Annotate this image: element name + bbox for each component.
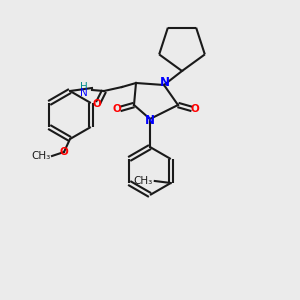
Text: H: H: [80, 82, 88, 92]
Text: N: N: [80, 88, 88, 98]
Text: CH₃: CH₃: [32, 151, 51, 161]
Text: N: N: [145, 115, 155, 128]
Text: O: O: [60, 147, 68, 157]
Text: O: O: [93, 99, 101, 109]
Text: N: N: [160, 76, 170, 88]
Text: O: O: [190, 104, 200, 114]
Text: O: O: [112, 104, 122, 114]
Text: CH₃: CH₃: [134, 176, 153, 186]
